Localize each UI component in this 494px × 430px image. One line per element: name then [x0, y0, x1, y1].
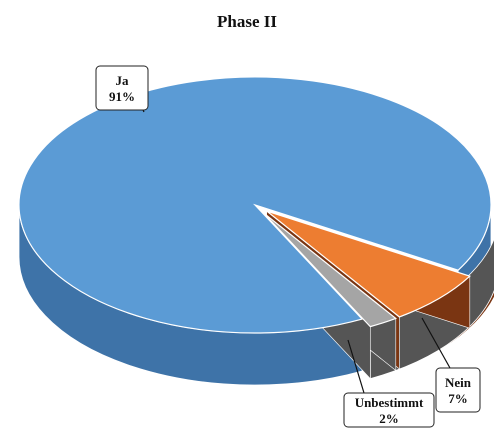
slice-category-label: Ja — [116, 73, 130, 88]
label-box — [95, 65, 149, 111]
leader-line — [347, 339, 365, 394]
slice-value-label: 2% — [379, 411, 399, 426]
slice-value-label: 7% — [448, 391, 468, 406]
pie-slice-nein — [266, 210, 471, 318]
slice-category-label: Nein — [445, 375, 472, 390]
pie-slice-unbestimmt — [262, 212, 398, 328]
chart-title: Phase II — [217, 12, 277, 31]
leader-line — [421, 317, 451, 369]
slice-category-label: Unbestimmt — [355, 395, 424, 410]
pie-top-layer — [18, 76, 492, 334]
label-box — [435, 367, 481, 413]
slice-value-label: 91% — [109, 89, 135, 104]
pie-slice-ja — [18, 76, 492, 334]
label-box — [343, 392, 435, 428]
